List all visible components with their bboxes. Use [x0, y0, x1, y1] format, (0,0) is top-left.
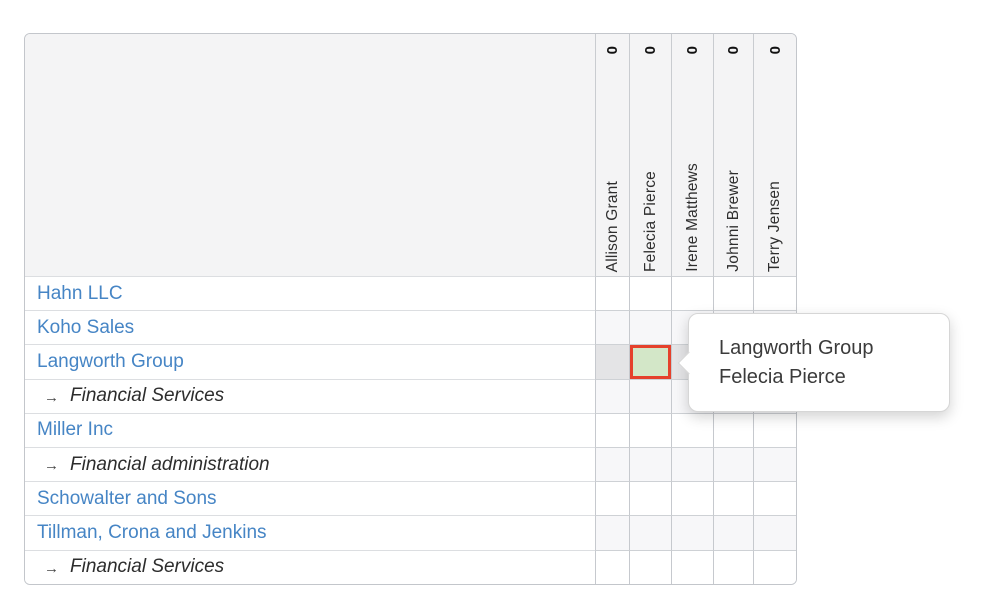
column-header-felecia-pierce: 0 Felecia Pierce	[629, 34, 671, 276]
matrix-cell[interactable]	[713, 276, 753, 311]
tooltip-column-name: Felecia Pierce	[719, 366, 846, 388]
matrix-cell[interactable]	[629, 481, 671, 516]
matrix-cell[interactable]	[671, 549, 713, 584]
column-count: 0	[604, 46, 621, 55]
matrix-cell[interactable]	[595, 344, 629, 379]
matrix-cell[interactable]	[629, 515, 671, 550]
matrix-cell[interactable]	[671, 481, 713, 516]
matrix-cell-langworth-felecia[interactable]	[629, 344, 671, 379]
matrix-cell[interactable]	[753, 412, 796, 447]
sub-row-text: Financial Services	[70, 385, 225, 407]
column-header-allison-grant: 0 Allison Grant	[595, 34, 629, 276]
matrix-cell[interactable]	[713, 515, 753, 550]
matrix-cell[interactable]	[629, 310, 671, 345]
column-header-terry-jensen: 0 Terry Jensen	[753, 34, 796, 276]
matrix-cell[interactable]	[753, 515, 796, 550]
matrix-cell[interactable]	[595, 549, 629, 584]
matrix-cell[interactable]	[595, 515, 629, 550]
row-label-hahn-llc[interactable]: Hahn LLC	[25, 276, 595, 311]
matrix-cell[interactable]	[753, 276, 796, 311]
matrix-cell[interactable]	[753, 549, 796, 584]
sub-row-arrow-icon: →	[44, 388, 59, 406]
row-label-schowalter-and-sons[interactable]: Schowalter and Sons	[25, 481, 595, 516]
column-name: Johnni Brewer	[724, 170, 742, 272]
matrix-cell[interactable]	[595, 412, 629, 447]
column-header-irene-matthews: 0 Irene Matthews	[671, 34, 713, 276]
column-count: 0	[766, 46, 784, 55]
column-name: Felecia Pierce	[641, 170, 659, 272]
sub-row-arrow-icon: →	[44, 457, 59, 475]
sub-row-text: Financial Services	[70, 556, 225, 578]
matrix-cell[interactable]	[629, 412, 671, 447]
row-label-financial-administration: → Financial administration	[25, 446, 595, 482]
matrix-cell[interactable]	[629, 276, 671, 311]
matrix-cell[interactable]	[629, 549, 671, 584]
matrix-cell[interactable]	[753, 481, 796, 516]
column-name: Irene Matthews	[683, 163, 701, 272]
matrix-cell[interactable]	[713, 446, 753, 482]
row-label-koho-sales[interactable]: Koho Sales	[25, 310, 595, 345]
row-label-financial-services-1: → Financial Services	[25, 378, 595, 413]
matrix-cell[interactable]	[713, 481, 753, 516]
tooltip-row-name: Langworth Group	[719, 337, 874, 359]
sub-row-arrow-icon: →	[44, 559, 59, 577]
row-label-financial-services-2: → Financial Services	[25, 549, 595, 584]
matrix-cell[interactable]	[629, 378, 671, 413]
column-name: Allison Grant	[603, 180, 621, 272]
matrix-cell[interactable]	[595, 310, 629, 345]
column-count: 0	[684, 46, 701, 55]
row-label-langworth-group[interactable]: Langworth Group	[25, 344, 595, 379]
matrix-cell[interactable]	[629, 446, 671, 482]
matrix-cell[interactable]	[595, 481, 629, 516]
matrix-cell[interactable]	[595, 446, 629, 482]
matrix-cell[interactable]	[713, 549, 753, 584]
matrix-corner-cell	[25, 34, 595, 276]
column-header-johnni-brewer: 0 Johnni Brewer	[713, 34, 753, 276]
matrix-cell[interactable]	[671, 412, 713, 447]
row-label-tillman-crona-and-jenkins[interactable]: Tillman, Crona and Jenkins	[25, 515, 595, 550]
sub-row-text: Financial administration	[70, 453, 270, 475]
matrix-cell[interactable]	[753, 446, 796, 482]
relationship-matrix: 0 Allison Grant 0 Felecia Pierce 0 Irene…	[24, 33, 797, 585]
matrix-cell[interactable]	[671, 515, 713, 550]
matrix-cell[interactable]	[671, 446, 713, 482]
column-count: 0	[725, 46, 742, 55]
column-count: 0	[642, 46, 659, 55]
matrix-cell[interactable]	[595, 276, 629, 311]
matrix-cell[interactable]	[671, 276, 713, 311]
row-label-miller-inc[interactable]: Miller Inc	[25, 412, 595, 447]
column-name: Terry Jensen	[766, 180, 783, 272]
matrix-cell[interactable]	[713, 412, 753, 447]
cell-tooltip: Langworth Group Felecia Pierce	[677, 313, 950, 412]
matrix-cell[interactable]	[595, 378, 629, 413]
